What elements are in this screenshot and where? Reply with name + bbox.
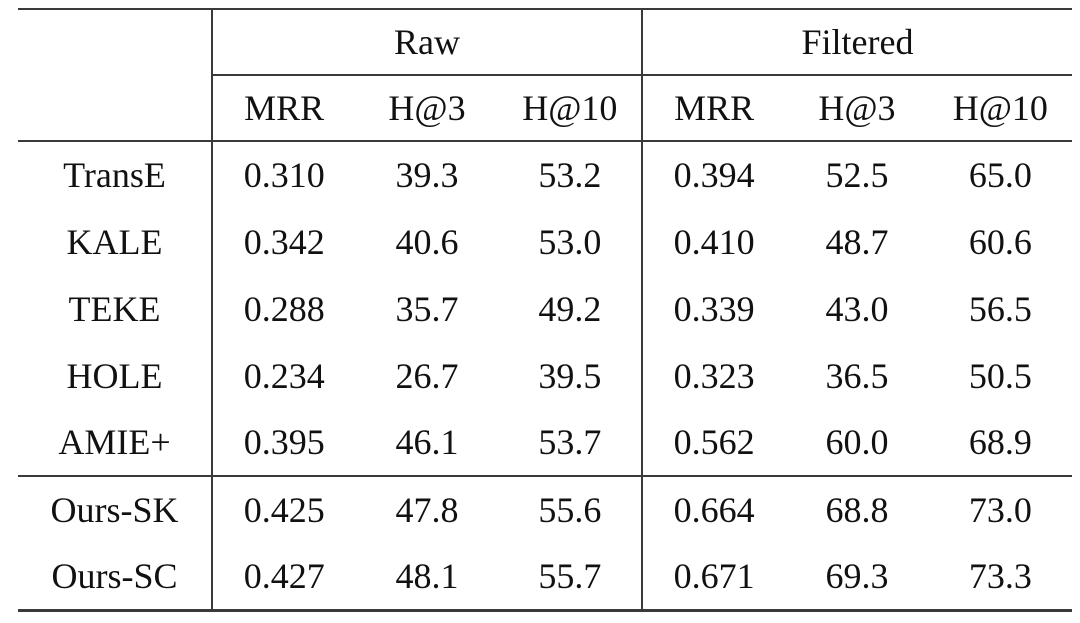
- value-cell: 68.9: [928, 409, 1072, 477]
- metric-header-mrr-filtered: MRR: [640, 75, 786, 142]
- table-row-teke: TEKE 0.288 35.7 49.2 0.339 43.0 56.5: [18, 275, 1072, 342]
- value-cell: 0.288: [211, 275, 356, 342]
- value-cell: 69.3: [785, 543, 929, 612]
- group-header-raw: Raw: [211, 8, 642, 76]
- value-cell: 0.671: [640, 543, 786, 612]
- metric-header-h3-raw: H@3: [355, 75, 499, 142]
- value-cell: 0.395: [211, 409, 356, 477]
- method-cell: Ours-SC: [18, 543, 213, 612]
- metric-header-h10-filtered: H@10: [928, 75, 1072, 142]
- metric-header-row: MRR H@3 H@10 MRR H@3 H@10: [18, 75, 1072, 142]
- table-row-amie: AMIE+ 0.395 46.1 53.7 0.562 60.0 68.9: [18, 409, 1072, 477]
- metric-header-h10-raw: H@10: [498, 75, 642, 142]
- value-cell: 53.7: [498, 409, 642, 477]
- value-cell: 0.664: [640, 476, 786, 543]
- method-cell: AMIE+: [18, 409, 213, 477]
- value-cell: 55.7: [498, 543, 642, 612]
- method-cell: Ours-SK: [50, 490, 179, 530]
- value-cell: 65.0: [968, 155, 1032, 195]
- value-cell: 40.6: [395, 221, 459, 262]
- value-cell: 55.6: [538, 490, 602, 530]
- group-header-row: Raw Filtered: [18, 8, 1072, 76]
- value-cell: 39.5: [538, 355, 602, 396]
- table-row-kale: KALE 0.342 40.6 53.0 0.410 48.7 60.6: [18, 208, 1072, 275]
- corner-cell: [18, 8, 213, 75]
- value-cell: 0.234: [211, 342, 356, 409]
- value-cell: 0.339: [640, 275, 786, 342]
- method-cell: KALE: [66, 221, 163, 262]
- method-cell: TEKE: [68, 288, 161, 329]
- metric-header-h3-filtered: H@3: [785, 75, 929, 142]
- value-cell: 50.5: [968, 355, 1032, 396]
- metric-header-mrr-raw: MRR: [211, 75, 356, 142]
- value-cell: 43.0: [825, 288, 889, 329]
- value-cell: 0.323: [640, 342, 786, 409]
- results-table: Raw Filtered MRR H@3 H@10 MRR H@3 H@10 T…: [18, 8, 1072, 612]
- group-header-filtered: Filtered: [641, 8, 1072, 76]
- value-cell: 48.7: [825, 221, 889, 262]
- value-cell: 0.410: [640, 208, 786, 275]
- value-cell: 53.0: [538, 221, 602, 262]
- value-cell: 60.0: [785, 409, 929, 477]
- table-row-ours-sc: Ours-SC 0.427 48.1 55.7 0.671 69.3 73.3: [18, 543, 1072, 612]
- value-cell: 46.1: [355, 409, 499, 477]
- value-cell: 47.8: [395, 490, 459, 530]
- value-cell: 0.394: [640, 141, 786, 208]
- value-cell: 0.310: [211, 141, 356, 208]
- value-cell: 56.5: [968, 288, 1032, 329]
- value-cell: 0.342: [211, 208, 356, 275]
- corner-cell: [18, 75, 213, 142]
- value-cell: 0.425: [211, 476, 356, 543]
- method-cell: TransE: [63, 155, 166, 195]
- value-cell: 26.7: [395, 355, 459, 396]
- method-cell: HOLE: [66, 355, 163, 396]
- value-cell: 68.8: [825, 490, 889, 530]
- value-cell: 0.562: [640, 409, 786, 477]
- table-row-ours-sk: Ours-SK 0.425 47.8 55.6 0.664 68.8 73.0: [18, 476, 1072, 543]
- value-cell: 73.3: [928, 543, 1072, 612]
- table-row-hole: HOLE 0.234 26.7 39.5 0.323 36.5 50.5: [18, 342, 1072, 409]
- value-cell: 48.1: [355, 543, 499, 612]
- value-cell: 52.5: [825, 155, 889, 195]
- value-cell: 39.3: [395, 155, 459, 195]
- value-cell: 36.5: [825, 355, 889, 396]
- value-cell: 53.2: [538, 155, 602, 195]
- value-cell: 73.0: [968, 490, 1032, 530]
- value-cell: 35.7: [395, 288, 459, 329]
- value-cell: 60.6: [968, 221, 1032, 262]
- value-cell: 0.427: [211, 543, 356, 612]
- table-row-transe: TransE 0.310 39.3 53.2 0.394 52.5 65.0: [18, 141, 1072, 208]
- value-cell: 49.2: [538, 288, 602, 329]
